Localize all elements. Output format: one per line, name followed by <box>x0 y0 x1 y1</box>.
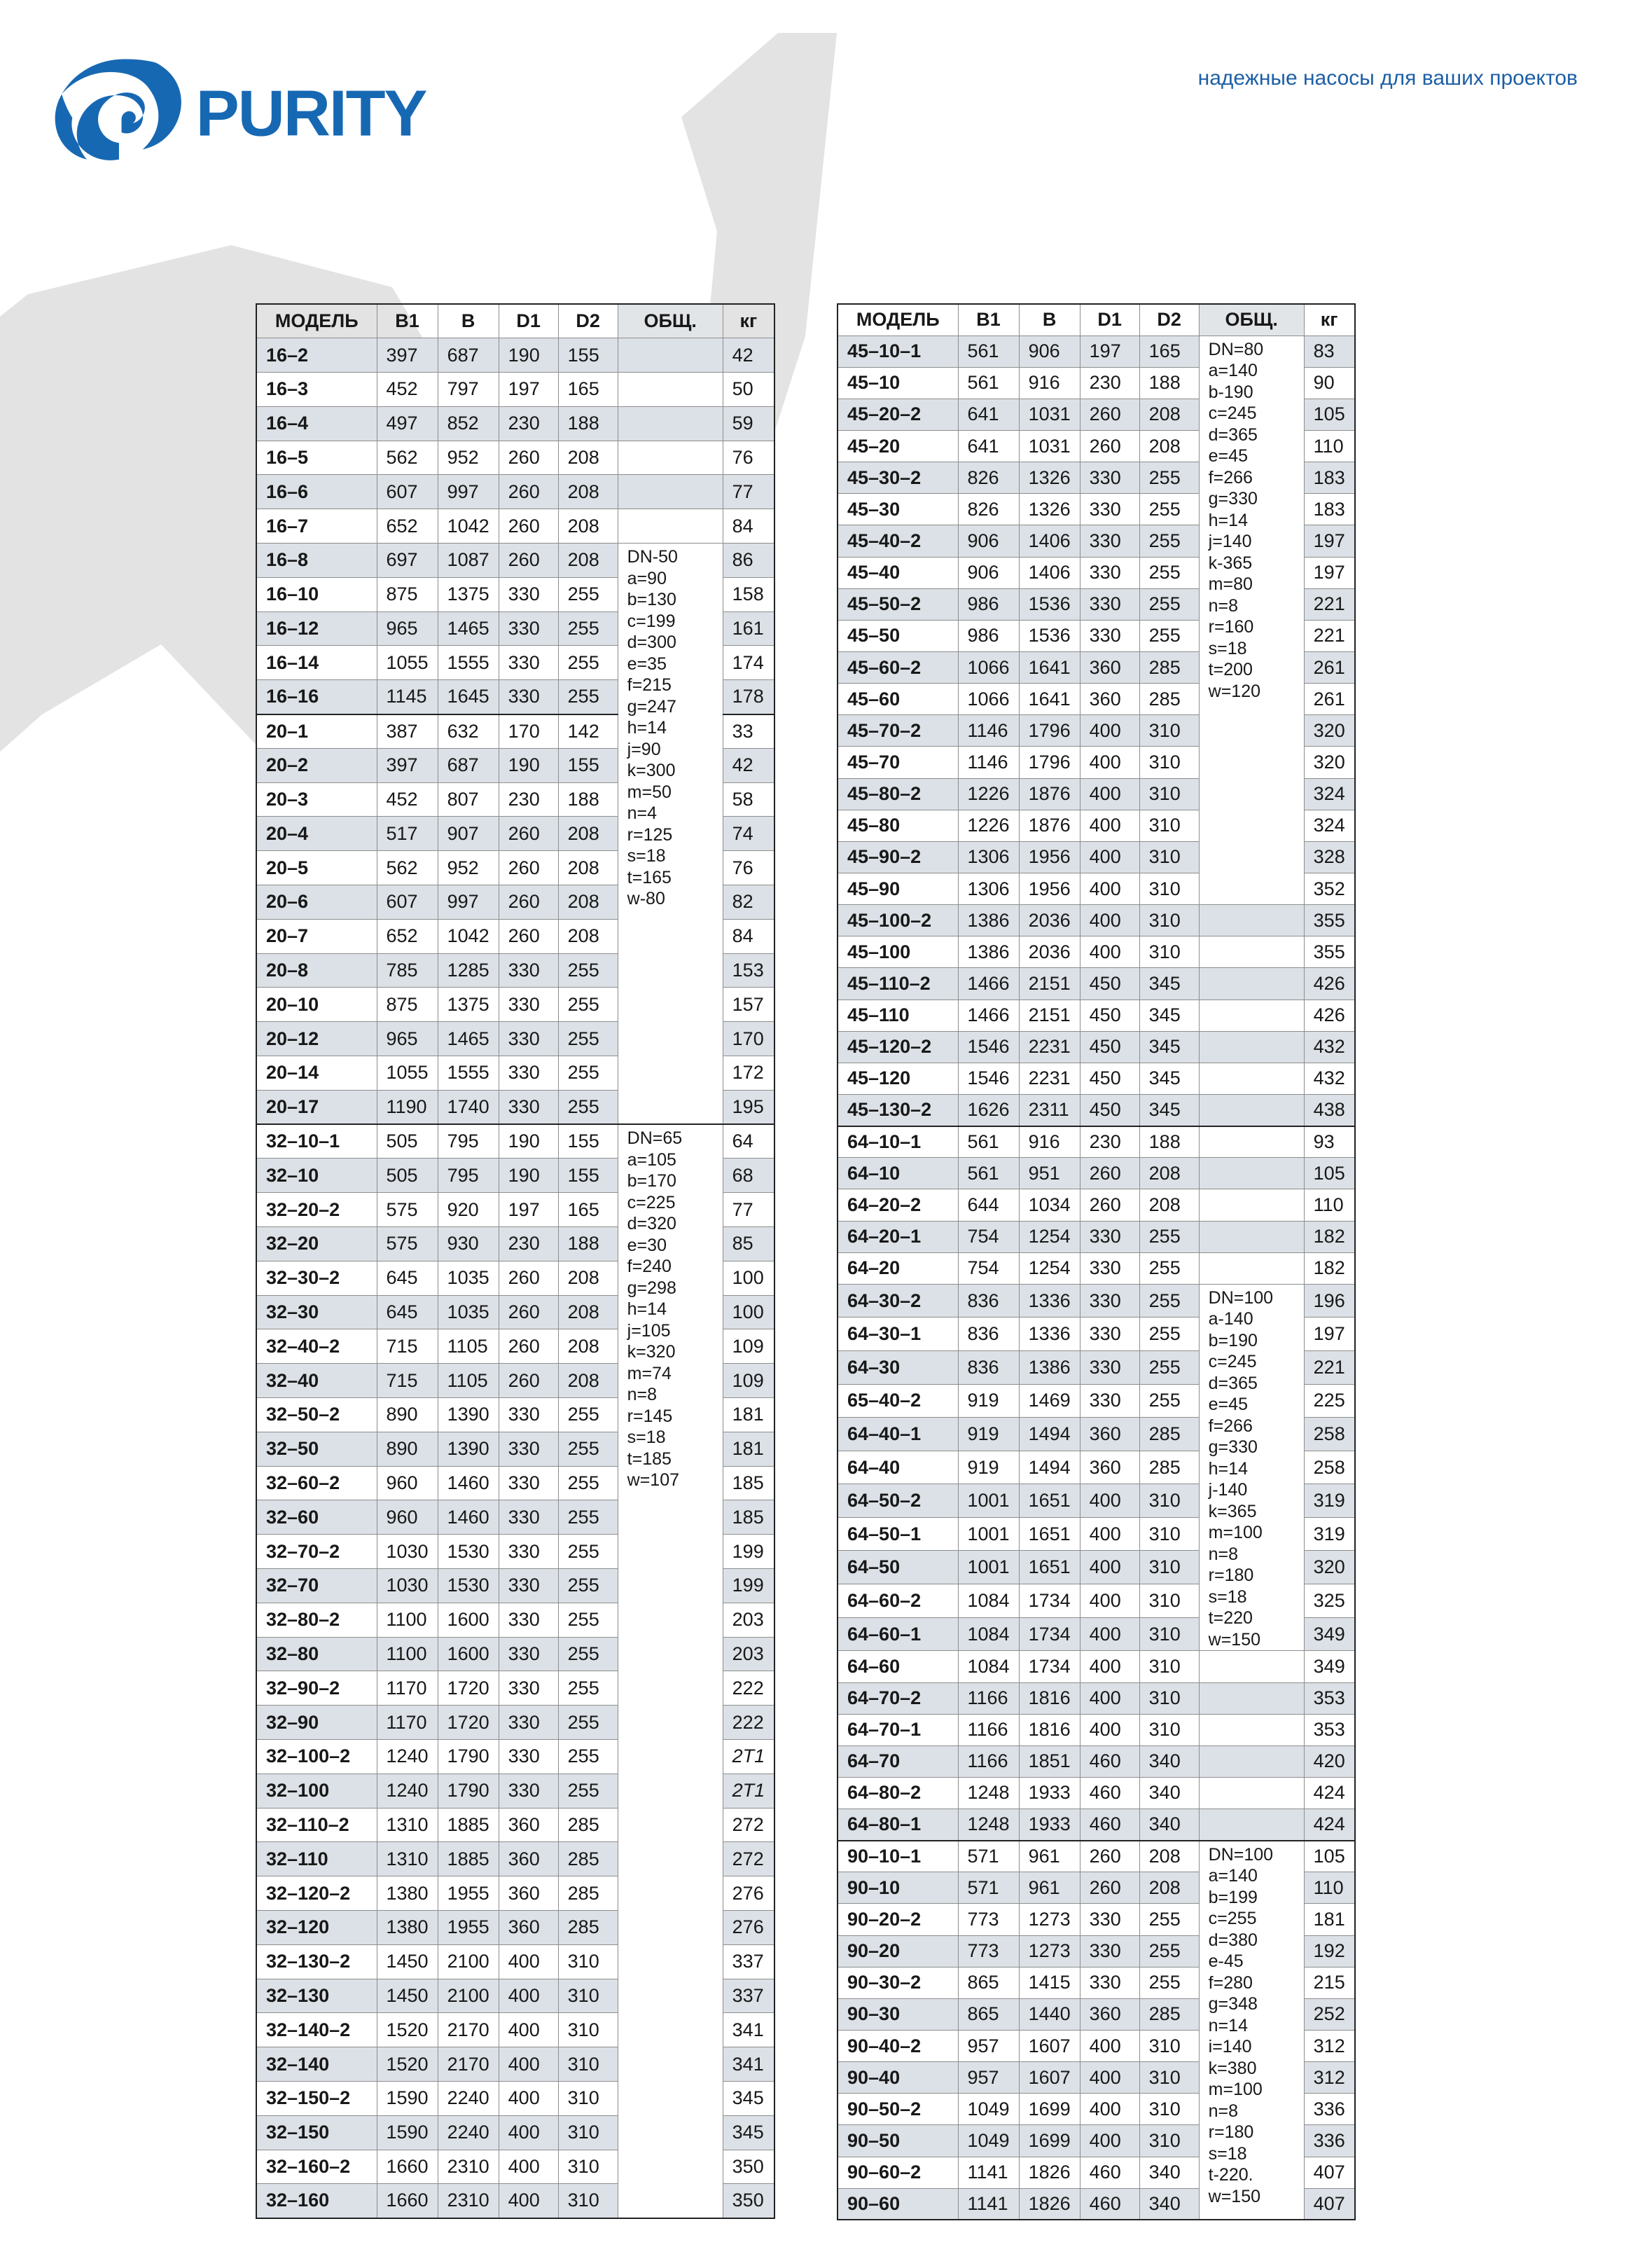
svg-text:PURITY: PURITY <box>196 76 427 149</box>
